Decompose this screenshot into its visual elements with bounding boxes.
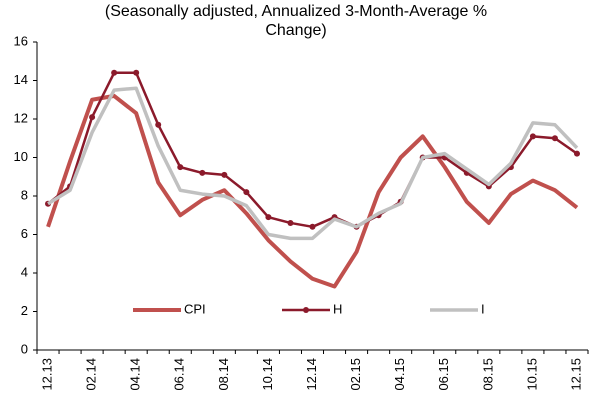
x-tick-label: 08.15 (480, 358, 495, 391)
legend-label: H (333, 301, 342, 316)
point (309, 223, 316, 230)
point (287, 219, 294, 226)
x-tick-label: 08.14 (216, 358, 231, 391)
point (221, 171, 228, 178)
y-tick-label: 2 (21, 303, 28, 318)
x-tick-label: 10.15 (524, 358, 539, 391)
point (89, 114, 96, 121)
y-tick-label: 6 (21, 226, 28, 241)
series-line (46, 93, 579, 289)
point (551, 135, 558, 142)
x-tick-label: 12.15 (568, 358, 583, 391)
point (111, 69, 118, 76)
x-tick-label: 12.13 (39, 358, 54, 391)
point (573, 150, 580, 157)
series-line (47, 86, 579, 241)
y-tick-label: 10 (14, 149, 28, 164)
point (177, 164, 184, 171)
legend-marker (303, 307, 309, 313)
y-tick-label: 8 (21, 187, 28, 202)
point (243, 189, 250, 196)
series-line (47, 71, 578, 229)
y-tick-label: 0 (21, 341, 28, 356)
point (155, 121, 162, 128)
x-tick-label: 04.14 (128, 358, 143, 391)
legend-label: I (481, 301, 485, 316)
point (133, 69, 140, 76)
y-tick-label: 14 (14, 72, 28, 87)
x-tick-label: 12.14 (304, 358, 319, 391)
legend-label: CPI (184, 301, 206, 316)
point (265, 214, 272, 221)
x-tick-label: 06.14 (172, 358, 187, 391)
point (199, 169, 206, 176)
y-tick-label: 4 (21, 264, 28, 279)
x-tick-label: 04.15 (392, 358, 407, 391)
x-tick-label: 06.15 (436, 358, 451, 391)
y-tick-label: 16 (14, 33, 28, 48)
y-tick-label: 12 (14, 110, 28, 125)
x-tick-label: 02.14 (84, 358, 99, 391)
x-tick-label: 02.15 (348, 358, 363, 391)
point (529, 133, 536, 140)
x-tick-label: 10.14 (260, 358, 275, 391)
chart-title: (Seasonally adjusted, Annualized 3-Month… (104, 3, 488, 39)
